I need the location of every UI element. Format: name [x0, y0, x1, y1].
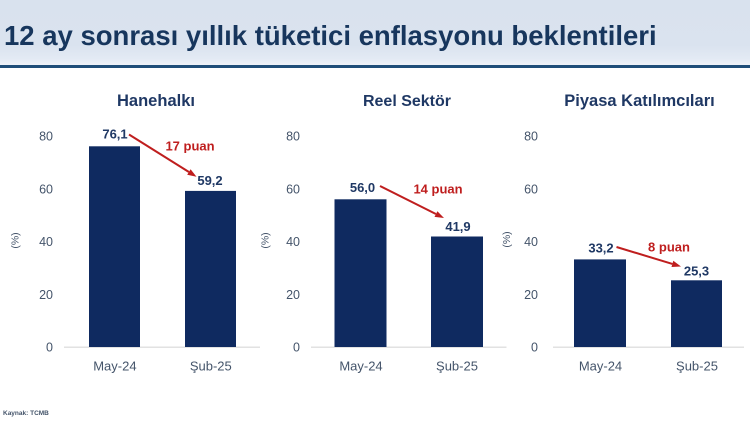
svg-text:0: 0 — [46, 341, 53, 355]
svg-text:20: 20 — [524, 288, 538, 302]
svg-text:56,0: 56,0 — [350, 180, 375, 195]
svg-text:20: 20 — [286, 288, 300, 302]
svg-text:Reel Sektör: Reel Sektör — [363, 93, 451, 110]
svg-text:Şub-25: Şub-25 — [190, 358, 232, 373]
svg-text:41,9: 41,9 — [445, 219, 470, 234]
svg-text:(%): (%) — [259, 232, 271, 248]
svg-text:0: 0 — [293, 341, 300, 355]
svg-text:17 puan: 17 puan — [165, 139, 214, 154]
svg-text:May-24: May-24 — [339, 358, 382, 373]
svg-text:25,3: 25,3 — [684, 264, 709, 279]
svg-text:20: 20 — [39, 288, 53, 302]
svg-text:Şub-25: Şub-25 — [676, 358, 718, 373]
svg-text:60: 60 — [286, 182, 300, 196]
svg-text:40: 40 — [524, 235, 538, 249]
svg-text:Hanehalkı: Hanehalkı — [117, 92, 195, 110]
svg-text:(%): (%) — [501, 231, 513, 247]
svg-text:May-24: May-24 — [93, 358, 136, 373]
svg-text:40: 40 — [39, 235, 53, 249]
svg-text:80: 80 — [286, 130, 300, 144]
svg-text:(%): (%) — [10, 232, 22, 248]
svg-text:Piyasa Katılımcıları: Piyasa Katılımcıları — [564, 92, 714, 110]
svg-text:40: 40 — [286, 235, 300, 249]
svg-text:60: 60 — [39, 182, 53, 196]
svg-text:0: 0 — [531, 341, 538, 355]
svg-text:8 puan: 8 puan — [648, 240, 690, 255]
svg-text:May-24: May-24 — [579, 358, 622, 373]
svg-text:60: 60 — [524, 182, 538, 196]
svg-text:Şub-25: Şub-25 — [436, 358, 478, 373]
svg-text:59,2: 59,2 — [197, 173, 222, 188]
svg-text:76,1: 76,1 — [102, 127, 127, 142]
svg-text:33,2: 33,2 — [588, 241, 613, 256]
svg-text:14 puan: 14 puan — [413, 182, 462, 197]
svg-text:80: 80 — [524, 130, 538, 144]
svg-text:80: 80 — [39, 130, 53, 144]
